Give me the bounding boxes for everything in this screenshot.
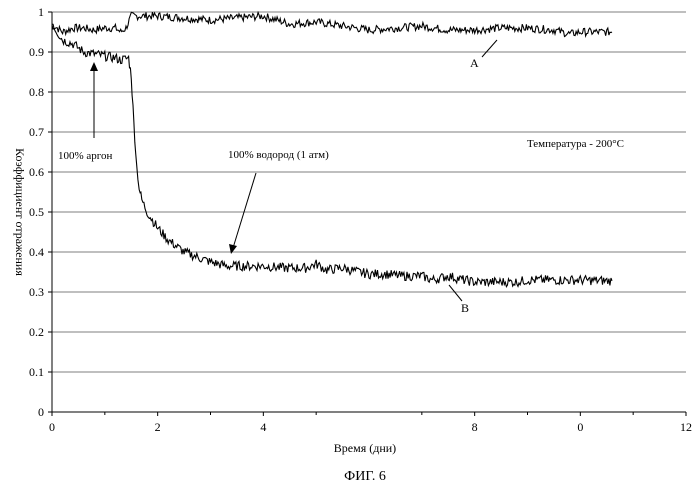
x-tick-label: 8 (472, 420, 478, 434)
y-tick-label: 0.3 (29, 285, 44, 299)
figure-caption: ФИГ. 6 (344, 469, 386, 484)
y-tick-label: 1 (38, 5, 44, 19)
y-tick-label: 0.4 (29, 245, 44, 259)
series-a-label: A (470, 56, 479, 70)
x-tick-label: 2 (155, 420, 161, 434)
temperature-annotation: Температура - 200°С (527, 138, 624, 150)
grid-lines (52, 12, 686, 372)
y-tick-label: 0.2 (29, 325, 44, 339)
y-axis-title: Коэффициент отражения (13, 148, 27, 276)
series-line-b (52, 25, 612, 287)
x-tick-label: 12 (680, 420, 692, 434)
hydrogen-arrow-line (233, 173, 256, 248)
y-tick-label: 0.7 (29, 125, 44, 139)
x-tick-label: 4 (260, 420, 266, 434)
x-axis-title: Время (дни) (334, 441, 396, 455)
y-tick-labels: 0 0.1 0.2 0.3 0.4 0.5 0.6 0.7 0.8 0.9 1 (29, 5, 52, 419)
y-tick-label: 0.6 (29, 165, 44, 179)
x-tick-labels: 0 2 4 8 0 12 (49, 412, 692, 434)
y-tick-label: 0.1 (29, 365, 44, 379)
annotations: 100% аргон 100% водород (1 атм) Температ… (58, 40, 624, 315)
x-tick-label: 0 (577, 420, 583, 434)
series-line-a (52, 12, 612, 36)
y-tick-label: 0.9 (29, 45, 44, 59)
hydrogen-annotation: 100% водород (1 атм) (228, 149, 329, 161)
label-b-leader (449, 285, 462, 301)
label-a-leader (482, 40, 497, 57)
y-tick-label: 0 (38, 405, 44, 419)
series-b-label: B (461, 301, 469, 315)
argon-arrow-head (90, 62, 98, 71)
y-tick-label: 0.5 (29, 205, 44, 219)
x-tick-label: 0 (49, 420, 55, 434)
argon-annotation: 100% аргон (58, 150, 113, 162)
hydrogen-arrow-head (229, 244, 237, 254)
y-tick-label: 0.8 (29, 85, 44, 99)
